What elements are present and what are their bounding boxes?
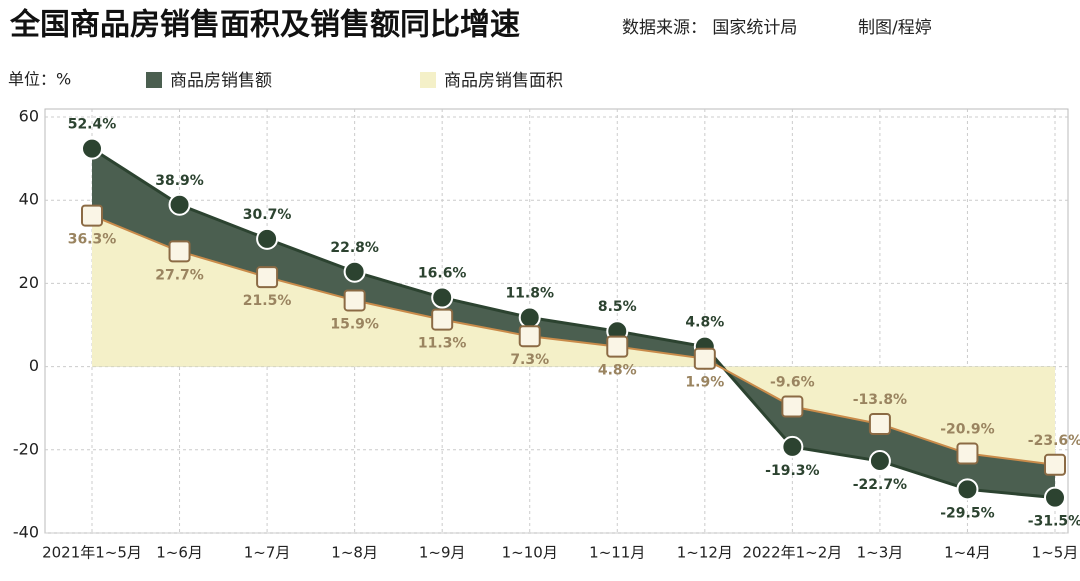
point-marker: [431, 308, 454, 331]
data-label: 16.6%: [418, 266, 467, 282]
data-label: 4.8%: [685, 315, 724, 331]
y-tick-label: 60: [19, 107, 39, 126]
data-label: -23.6%: [1028, 433, 1080, 449]
data-label: -20.9%: [940, 422, 994, 438]
point-marker: [81, 204, 103, 227]
point-marker: [781, 395, 804, 418]
point-marker: [868, 413, 891, 436]
point-marker: [256, 266, 279, 289]
data-label: -19.3%: [765, 463, 819, 479]
y-tick-label: 0: [29, 356, 39, 375]
point-marker: [956, 442, 979, 465]
data-label: -31.5%: [1028, 514, 1080, 530]
point-marker: [168, 193, 191, 216]
series-line: [91, 147, 1056, 500]
chart-title: 全国商品房销售面积及销售额同比增速: [9, 8, 520, 43]
area-fill: [92, 215, 1055, 465]
data-label: 11.3%: [418, 336, 467, 352]
data-label: 4.8%: [598, 363, 637, 379]
point-marker: [81, 137, 103, 160]
data-label: -22.7%: [853, 477, 907, 493]
point-marker: [693, 347, 716, 370]
data-label: 22.8%: [330, 240, 379, 256]
x-tick-label: 1~12月: [677, 544, 733, 562]
data-label: 38.9%: [155, 173, 204, 189]
author: 制图/程婷: [858, 18, 932, 38]
point-marker: [256, 227, 279, 250]
data-label: 7.3%: [510, 352, 549, 368]
legend-swatch: [420, 72, 436, 88]
x-tick-label: 1~5月: [1032, 544, 1079, 562]
data-label: 27.7%: [155, 267, 204, 283]
x-tick-label: 1~9月: [419, 544, 466, 562]
data-label: -9.6%: [770, 375, 815, 391]
x-tick-label: 2021年1~5月: [42, 544, 142, 562]
source: 数据来源： 国家统计局: [622, 18, 797, 38]
legend-swatch: [146, 72, 162, 88]
unit-label: 单位：%: [8, 70, 71, 89]
data-label: 1.9%: [685, 375, 724, 391]
point-marker: [518, 306, 541, 329]
y-tick-label: 40: [19, 190, 39, 209]
data-label: -13.8%: [853, 392, 907, 408]
point-marker: [1044, 453, 1066, 476]
data-label: 15.9%: [330, 316, 379, 332]
x-tick-label: 1~6月: [156, 544, 203, 562]
data-label: 36.3%: [68, 232, 117, 248]
x-tick-label: 1~10月: [502, 544, 558, 562]
series-line: [91, 214, 1056, 466]
point-marker: [343, 260, 366, 283]
y-tick-label: -20: [13, 439, 39, 458]
x-tick-label: 1~3月: [857, 544, 904, 562]
y-tick-label: -40: [13, 523, 39, 542]
data-label: 30.7%: [243, 207, 292, 223]
y-tick-label: 20: [19, 273, 39, 292]
point-marker: [956, 478, 979, 501]
data-label: 52.4%: [68, 117, 117, 133]
data-label: 21.5%: [243, 293, 292, 309]
point-marker: [868, 450, 891, 473]
x-tick-label: 2022年1~2月: [742, 544, 842, 562]
x-tick-label: 1~4月: [944, 544, 991, 562]
x-tick-label: 1~11月: [589, 544, 645, 562]
point-marker: [431, 286, 454, 309]
legend-label: 商品房销售面积: [444, 71, 563, 91]
point-marker: [518, 325, 541, 348]
point-marker: [1044, 486, 1066, 509]
data-label: -29.5%: [940, 505, 994, 521]
x-tick-label: 1~8月: [331, 544, 378, 562]
point-marker: [606, 335, 629, 358]
point-marker: [343, 289, 366, 312]
x-tick-label: 1~7月: [244, 544, 291, 562]
point-marker: [781, 435, 804, 458]
data-label: 11.8%: [505, 286, 554, 302]
point-marker: [168, 240, 191, 263]
data-label: 8.5%: [598, 299, 637, 315]
legend-label: 商品房销售额: [170, 71, 272, 91]
